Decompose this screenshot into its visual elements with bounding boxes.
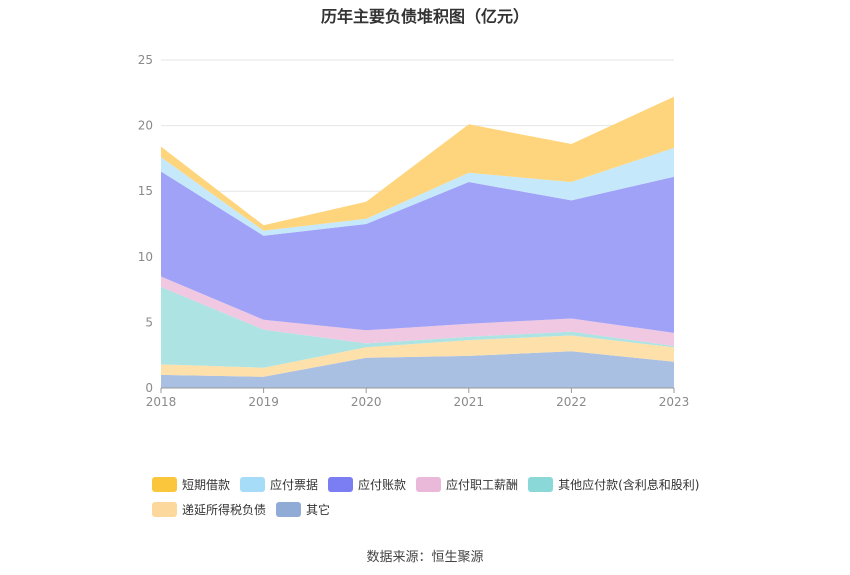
legend-label: 其他应付款(含利息和股利) [558, 478, 700, 492]
legend-label: 应付职工薪酬 [446, 478, 519, 492]
legend-label: 其它 [306, 503, 331, 517]
legend-label: 短期借款 [182, 478, 231, 492]
y-tick-label: 10 [138, 250, 153, 264]
legend-item[interactable]: 应付账款 [328, 476, 406, 493]
y-tick-label: 15 [138, 184, 153, 198]
area-series [161, 96, 674, 388]
area-series-其它[interactable] [161, 351, 674, 388]
legend-swatch [328, 477, 354, 492]
legend-item[interactable]: 应付职工薪酬 [416, 476, 518, 493]
chart-legend: 短期借款 应付票据 应付账款 应付职工薪酬 其他应付款(含利息和股利) 递延所得税负债 其… [152, 472, 752, 522]
x-tick-label: 2018 [146, 395, 177, 409]
x-tick-label: 2019 [248, 395, 279, 409]
legend-label: 应付账款 [358, 478, 407, 492]
legend-item[interactable]: 递延所得税负债 [152, 501, 266, 518]
x-tick-label: 2022 [556, 395, 587, 409]
legend-row-1: 短期借款 应付票据 应付账款 应付职工薪酬 其他应付款(含利息和股利) [152, 472, 752, 497]
y-tick-label: 0 [145, 381, 153, 395]
data-source-note: 数据来源：恒生聚源 [366, 550, 484, 565]
legend-row-2: 递延所得税负债 其它 [152, 497, 752, 522]
legend-item[interactable]: 短期借款 [152, 476, 230, 493]
x-tick-label: 2020 [351, 395, 382, 409]
legend-swatch [528, 477, 554, 492]
area-series-应付账款[interactable] [161, 171, 674, 333]
y-tick-label: 20 [138, 119, 153, 133]
area-series-应付票据[interactable] [161, 147, 674, 236]
chart-title: 历年主要负债堆积图（亿元） [320, 7, 529, 26]
legend-item[interactable]: 应付票据 [240, 476, 318, 493]
area-series-其他应付款(含利息和股利)[interactable] [161, 287, 674, 368]
legend-swatch [276, 502, 302, 517]
stacked-area-chart: 0 5 10 15 20 25 2018 2019 2020 2021 2022 2023 [138, 53, 690, 409]
legend-label: 递延所得税负债 [182, 503, 267, 517]
legend-swatch [152, 502, 177, 517]
axes: 0 5 10 15 20 25 2018 2019 2020 2021 2022 2023 [138, 53, 690, 409]
y-tick-label: 5 [145, 315, 153, 329]
area-series-短期借款[interactable] [161, 96, 674, 231]
legend-swatch [152, 477, 177, 492]
area-series-递延所得税负债[interactable] [161, 335, 674, 377]
legend-item[interactable]: 其他应付款(含利息和股利) [528, 476, 699, 493]
area-series-应付职工薪酬[interactable] [161, 276, 674, 347]
legend-swatch [416, 477, 442, 492]
y-tick-label: 25 [138, 53, 153, 67]
legend-item[interactable]: 其它 [276, 501, 330, 518]
legend-swatch [240, 477, 266, 492]
legend-label: 应付票据 [270, 478, 319, 492]
x-tick-label: 2021 [454, 395, 485, 409]
x-tick-label: 2023 [659, 395, 690, 409]
